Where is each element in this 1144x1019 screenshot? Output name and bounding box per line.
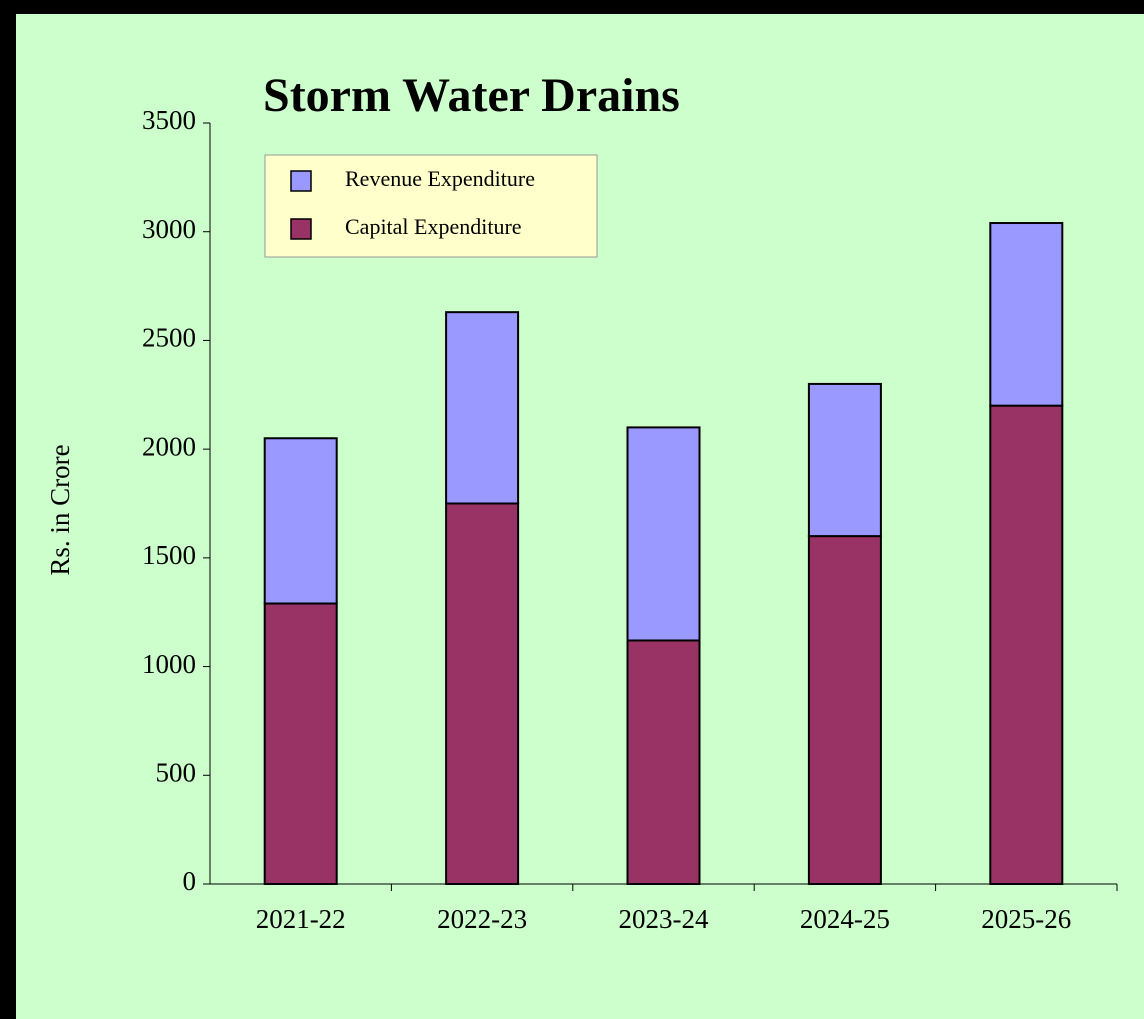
legend-swatch [290, 218, 312, 240]
x-tick-label: 2022-23 [437, 904, 527, 934]
bar-segment [989, 222, 1064, 407]
legend-label: Revenue Expenditure [345, 166, 535, 191]
y-tick-label: 0 [183, 866, 197, 896]
frame-top [0, 0, 1144, 14]
x-tick-label: 2023-24 [619, 904, 709, 934]
legend [264, 154, 598, 258]
bar-segment [989, 404, 1064, 885]
x-tick-label: 2024-25 [800, 904, 890, 934]
bar-segment [807, 535, 882, 885]
bar-segment [626, 639, 701, 885]
bar-segment [445, 311, 520, 505]
chart-title: Storm Water Drains [263, 69, 680, 122]
y-tick-label: 3000 [142, 214, 196, 244]
bar-segment [263, 602, 338, 885]
x-tick-label: 2021-22 [256, 904, 346, 934]
y-tick-label: 2500 [142, 323, 196, 353]
y-tick-label: 2000 [142, 431, 196, 461]
y-tick-label: 500 [156, 757, 197, 787]
y-tick-label: 3500 [142, 105, 196, 135]
frame-left [0, 0, 16, 1019]
x-tick-label: 2025-26 [981, 904, 1071, 934]
legend-swatch [290, 170, 312, 192]
bar-segment [445, 502, 520, 885]
y-tick-label: 1000 [142, 649, 196, 679]
legend-label: Capital Expenditure [345, 214, 522, 239]
bar-segment [626, 426, 701, 642]
bar-segment [807, 382, 882, 538]
y-tick-label: 1500 [142, 540, 196, 570]
bar-segment [263, 437, 338, 605]
y-axis-label: Rs. in Crore [45, 444, 75, 575]
